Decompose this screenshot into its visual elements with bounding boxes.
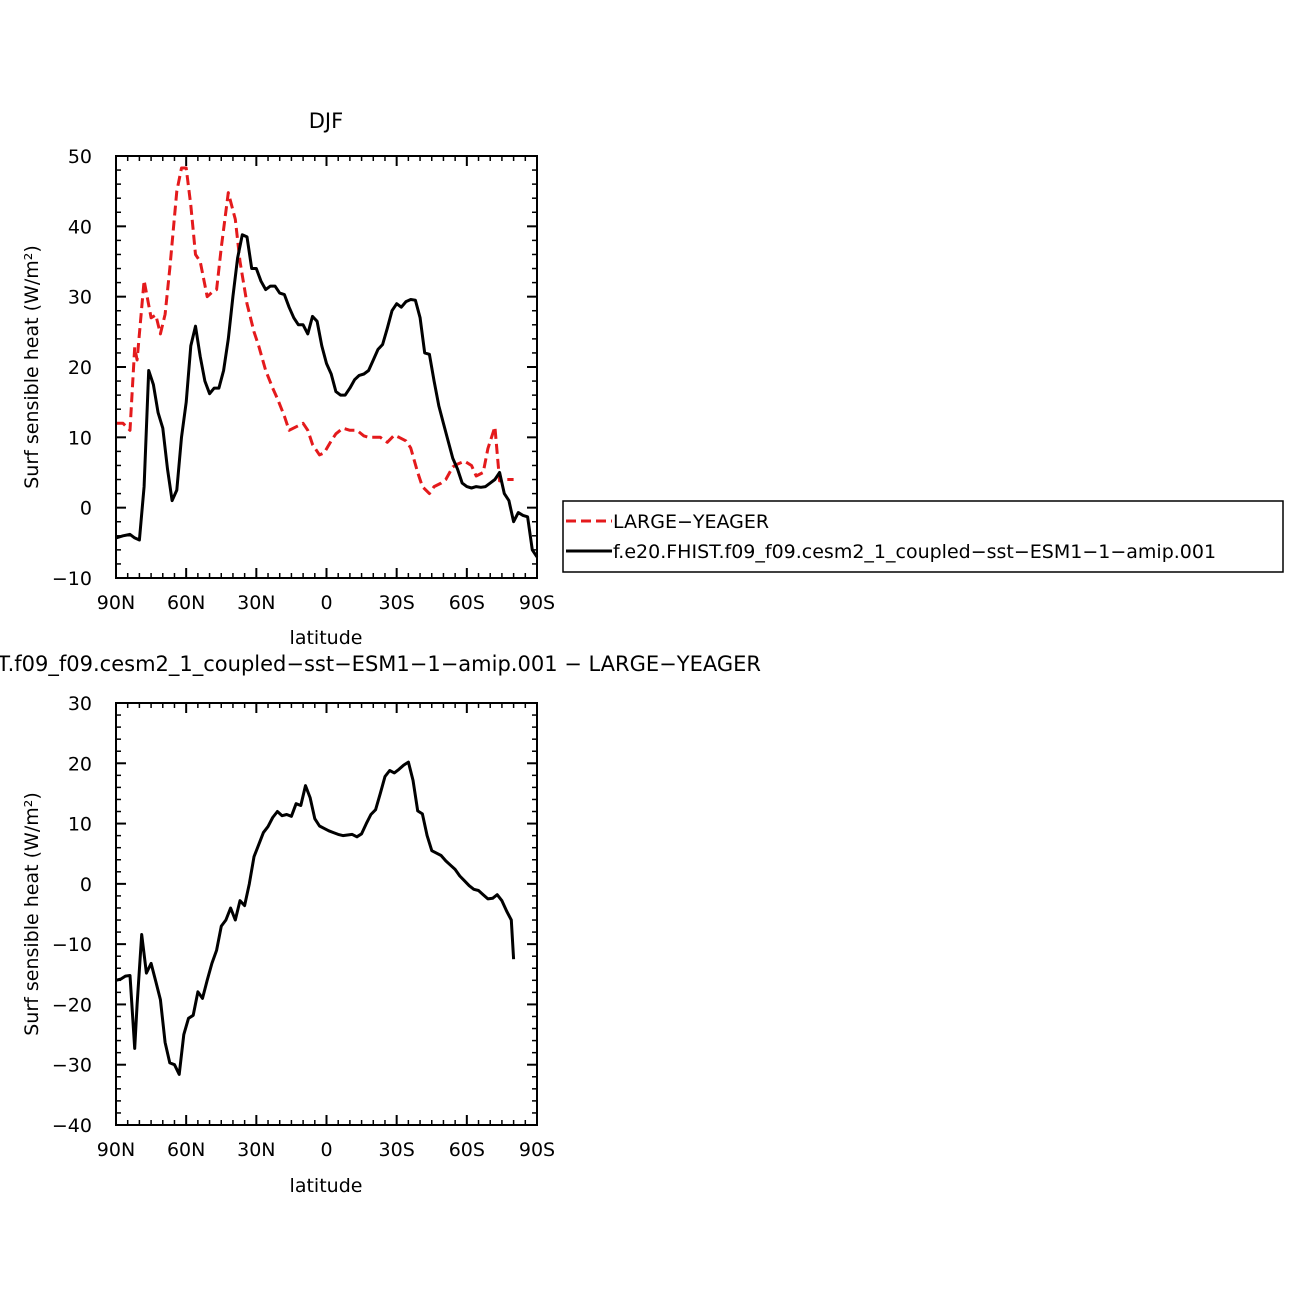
top-y-tick-label: 50 [68, 146, 92, 168]
bottom-y-tick-label: 30 [68, 693, 92, 715]
top-series-line-0 [116, 166, 514, 496]
bottom-series [115, 760, 516, 1076]
bottom-y-axis-title: Surf sensible heat (W/m²) [21, 792, 43, 1036]
top-y-tick-label: 40 [68, 216, 92, 238]
bottom-y-tick-label: 0 [80, 874, 92, 896]
legend-label-cesm2: f.e20.FHIST.f09_f09.cesm2_1_coupled−sst−… [613, 541, 1216, 563]
bottom-x-tick-label: 60S [449, 1139, 485, 1161]
top-x-tick-label: 30N [237, 592, 275, 614]
bottom-x-tick-label: 30N [237, 1139, 275, 1161]
top-y-tick-label: −10 [52, 568, 92, 590]
bottom-x-tick-label: 90S [519, 1139, 555, 1161]
top-y-tick-label: 0 [80, 498, 92, 520]
bottom-y-tick-label: −20 [52, 994, 92, 1016]
top-plot-title: DJF [309, 109, 343, 133]
legend: LARGE−YEAGER f.e20.FHIST.f09_f09.cesm2_1… [562, 500, 1284, 573]
top-x-tick-label: 0 [320, 592, 332, 614]
top-y-axis-title: Surf sensible heat (W/m²) [21, 245, 43, 489]
top-x-tick-label: 90N [97, 592, 135, 614]
bottom-y-tick-label: −10 [52, 934, 92, 956]
top-y-tick-label: 20 [68, 357, 92, 379]
top-x-tick-label: 30S [379, 592, 415, 614]
legend-label-large-yeager: LARGE−YEAGER [613, 511, 769, 533]
top-panel: DJF 90N 60N 30N 0 30S 60S 90S −10 0 10 20 30 40 50 la… [21, 109, 555, 649]
bottom-ticks [115, 702, 538, 1126]
top-plot-frame [115, 155, 538, 579]
legend-box [562, 500, 1284, 573]
top-x-tick-label: 90S [519, 592, 555, 614]
bottom-series-line-0 [115, 760, 516, 1076]
bottom-y-tick-label: 10 [68, 814, 92, 836]
bottom-plot-title: f.e20.FHIST.f09_f09.cesm2_1_coupled−sst−… [0, 652, 761, 677]
bottom-tick-labels: 90N 60N 30N 0 30S 60S 90S −40 −30 −20 −10 0 10 20 30 [52, 693, 555, 1161]
top-tick-labels: 90N 60N 30N 0 30S 60S 90S −10 0 10 20 30 40 50 [52, 146, 555, 614]
bottom-plot-frame [115, 702, 538, 1126]
top-x-axis-title: latitude [290, 627, 363, 649]
top-y-tick-label: 10 [68, 427, 92, 449]
bottom-x-tick-label: 90N [97, 1139, 135, 1161]
bottom-x-axis-title: latitude [290, 1175, 363, 1197]
bottom-y-tick-label: −30 [52, 1055, 92, 1077]
top-x-tick-label: 60N [167, 592, 205, 614]
top-series [115, 166, 539, 558]
top-y-tick-label: 30 [68, 287, 92, 309]
top-series-line-1 [115, 233, 539, 558]
bottom-y-tick-label: 20 [68, 753, 92, 775]
bottom-panel: f.e20.FHIST.f09_f09.cesm2_1_coupled−sst−… [0, 652, 761, 1197]
top-x-tick-label: 60S [449, 592, 485, 614]
bottom-x-tick-label: 0 [320, 1139, 332, 1161]
bottom-y-tick-label: −40 [52, 1115, 92, 1137]
bottom-x-tick-label: 60N [167, 1139, 205, 1161]
bottom-x-tick-label: 30S [379, 1139, 415, 1161]
